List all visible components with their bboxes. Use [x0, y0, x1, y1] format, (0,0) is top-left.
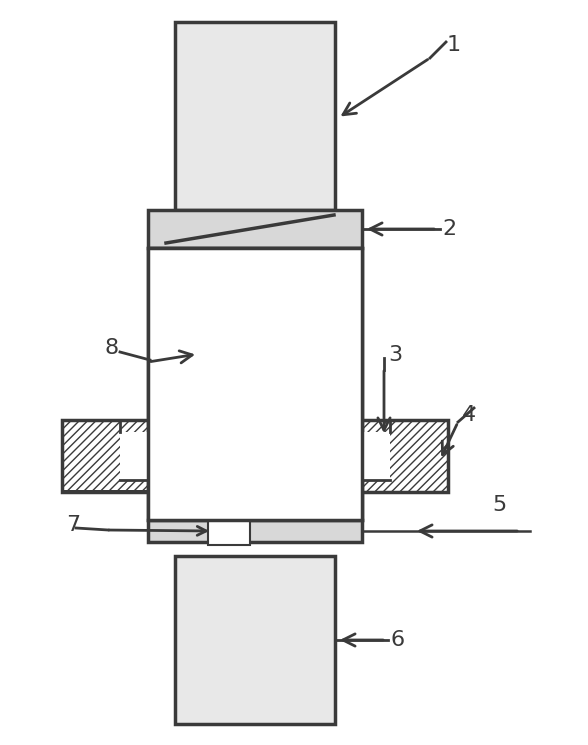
Bar	[149, 250, 361, 519]
Text: 8: 8	[104, 338, 118, 358]
Text: 6: 6	[390, 630, 404, 650]
Bar	[62, 420, 148, 492]
Text: 4: 4	[462, 405, 476, 425]
Text: 7: 7	[66, 515, 80, 535]
Bar	[362, 420, 448, 492]
Bar	[120, 432, 148, 480]
Text: 5: 5	[492, 495, 506, 515]
Text: 3: 3	[388, 345, 402, 365]
Bar	[362, 432, 390, 480]
Bar	[148, 248, 362, 520]
Bar	[62, 489, 149, 492]
Bar	[175, 22, 335, 210]
Bar	[148, 210, 362, 248]
Bar	[148, 248, 362, 520]
Text: 2: 2	[442, 219, 456, 239]
Bar	[175, 556, 335, 724]
Bar	[208, 517, 250, 545]
Text: 1: 1	[447, 35, 461, 55]
Bar	[148, 520, 362, 542]
